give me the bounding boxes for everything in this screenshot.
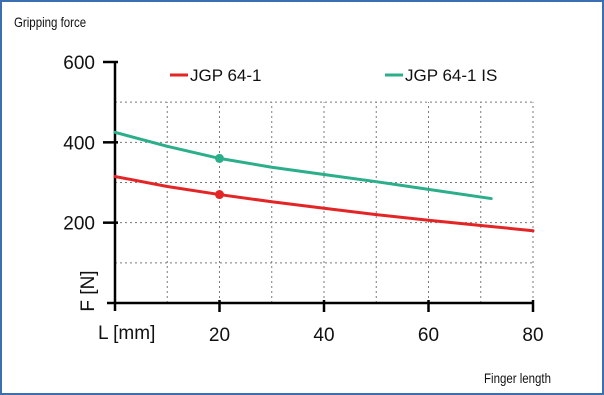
grid [115, 101, 534, 303]
x-tick-label: 80 [522, 325, 543, 346]
x-axis-label: L [mm] [98, 323, 155, 344]
legend-label-2: JGP 64-1 IS [405, 66, 497, 85]
chart-title: Gripping force [14, 14, 87, 30]
series-marker-2 [215, 153, 224, 163]
legend-label-1: JGP 64-1 [190, 66, 262, 85]
y-tick-label: 200 [63, 214, 95, 235]
x-tick-label: 20 [209, 325, 230, 346]
x-tick-label: 60 [418, 325, 439, 346]
y-axis-label: F [N] [78, 270, 99, 311]
x-axis-caption: Finger length [484, 370, 552, 386]
x-tick-label: 40 [313, 325, 334, 346]
series-line-1 [113, 174, 535, 233]
series-line-2 [113, 130, 493, 201]
legend: JGP 64-1 JGP 64-1 IS [170, 66, 497, 85]
tick-labels: 200 400 600 20 40 60 80 L [mm] F [N] [63, 53, 543, 346]
series-marker-1 [215, 190, 224, 200]
y-tick-label: 600 [63, 53, 95, 74]
y-tick-label: 400 [63, 133, 95, 154]
series [113, 130, 535, 233]
axes [103, 60, 535, 312]
